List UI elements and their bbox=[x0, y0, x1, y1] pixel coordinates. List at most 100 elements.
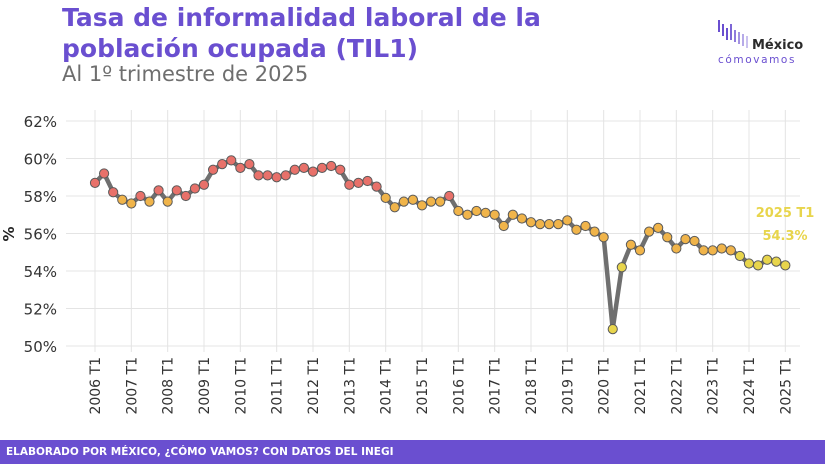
data-point bbox=[280, 170, 291, 181]
logo-bars-icon bbox=[718, 20, 748, 48]
data-point bbox=[89, 177, 101, 188]
data-point bbox=[653, 222, 664, 233]
data-point bbox=[398, 196, 409, 207]
x-tick-label: 2024 T1 bbox=[742, 357, 758, 415]
chart-title: Tasa de informalidad laboral de la pobla… bbox=[62, 3, 541, 63]
data-point bbox=[271, 172, 282, 183]
data-point bbox=[126, 198, 137, 209]
data-point bbox=[707, 245, 718, 256]
data-point bbox=[198, 179, 210, 190]
data-point bbox=[498, 220, 509, 232]
data-point bbox=[217, 159, 228, 170]
data-point bbox=[380, 192, 391, 203]
data-point bbox=[189, 183, 201, 194]
data-point bbox=[643, 226, 655, 237]
data-point bbox=[289, 164, 300, 175]
data-point bbox=[117, 194, 128, 205]
mexico-como-vamos-logo: México cómovamos bbox=[716, 18, 816, 70]
data-point bbox=[607, 324, 618, 335]
data-point bbox=[226, 155, 237, 166]
x-tick-label: 2006 T1 bbox=[88, 357, 104, 415]
data-point bbox=[780, 260, 791, 271]
y-axis-label: % bbox=[0, 226, 18, 241]
data-point bbox=[253, 170, 264, 181]
y-tick-label: 54% bbox=[24, 263, 57, 281]
x-tick-label: 2013 T1 bbox=[342, 357, 358, 415]
x-tick-label: 2015 T1 bbox=[415, 357, 431, 415]
y-tick-label: 58% bbox=[24, 188, 57, 206]
data-point bbox=[544, 219, 555, 230]
data-point bbox=[771, 256, 782, 267]
data-point bbox=[671, 243, 682, 254]
x-tick-label: 2014 T1 bbox=[379, 357, 395, 415]
data-point bbox=[108, 187, 119, 198]
data-point bbox=[507, 209, 518, 220]
data-point bbox=[407, 194, 419, 205]
data-point bbox=[425, 196, 437, 207]
x-tick-label: 2007 T1 bbox=[124, 357, 140, 415]
chart-grid bbox=[66, 110, 800, 352]
data-point bbox=[634, 245, 646, 256]
x-tick-label: 2022 T1 bbox=[669, 357, 685, 415]
data-point bbox=[416, 200, 428, 211]
logo-tagline: cómovamos bbox=[718, 54, 797, 66]
data-point bbox=[689, 235, 700, 247]
x-tick-label: 2023 T1 bbox=[706, 357, 722, 415]
x-tick-label: 2010 T1 bbox=[233, 357, 249, 415]
data-point bbox=[662, 232, 673, 243]
x-tick-label: 2018 T1 bbox=[524, 357, 540, 415]
data-point bbox=[598, 232, 609, 243]
data-point bbox=[171, 185, 182, 196]
chart-subtitle: Al 1º trimestre de 2025 bbox=[62, 62, 309, 86]
data-point bbox=[489, 209, 500, 220]
data-point bbox=[562, 215, 573, 226]
data-point bbox=[762, 254, 773, 265]
data-point bbox=[153, 185, 164, 196]
data-point bbox=[580, 220, 591, 232]
data-point bbox=[180, 190, 191, 202]
logo-name: México bbox=[752, 38, 804, 53]
data-point bbox=[207, 164, 219, 175]
data-series bbox=[89, 155, 791, 335]
data-point bbox=[453, 205, 464, 217]
data-point bbox=[625, 239, 637, 250]
data-point bbox=[326, 160, 337, 172]
x-axis-ticks: 2006 T1 2007 T1 2008 T1 2009 T1 2010 T1 2011 … bbox=[88, 357, 794, 415]
data-point bbox=[353, 177, 364, 188]
data-point bbox=[335, 164, 346, 175]
data-point bbox=[680, 234, 691, 245]
data-point bbox=[525, 217, 537, 228]
data-point bbox=[262, 170, 273, 181]
x-tick-label: 2009 T1 bbox=[197, 357, 213, 415]
y-tick-label: 62% bbox=[24, 113, 57, 131]
data-point bbox=[571, 224, 582, 235]
line-chart: 50% 52% 54% 56% 58% 60% 62% 2006 T1 2007 T1 2008… bbox=[0, 110, 815, 415]
data-point bbox=[298, 162, 310, 173]
y-tick-label: 52% bbox=[24, 301, 57, 319]
data-point bbox=[316, 162, 328, 173]
data-point bbox=[743, 258, 755, 269]
data-point bbox=[244, 159, 255, 170]
x-tick-label: 2020 T1 bbox=[597, 357, 613, 415]
data-point bbox=[389, 202, 400, 213]
data-point bbox=[471, 205, 482, 217]
data-point bbox=[716, 243, 727, 254]
data-point bbox=[752, 260, 764, 271]
x-tick-label: 2016 T1 bbox=[451, 357, 467, 415]
data-point bbox=[480, 207, 491, 218]
data-point bbox=[307, 166, 319, 177]
x-tick-label: 2011 T1 bbox=[270, 357, 286, 415]
annotation-label: 2025 T1 bbox=[756, 206, 815, 221]
data-point bbox=[516, 213, 528, 224]
data-point bbox=[616, 262, 627, 273]
data-point bbox=[144, 196, 155, 207]
data-point bbox=[553, 219, 564, 230]
data-point bbox=[371, 181, 382, 192]
data-point bbox=[462, 209, 473, 220]
data-point bbox=[589, 226, 600, 237]
data-point bbox=[435, 196, 446, 207]
data-point bbox=[98, 168, 110, 179]
annotation-value: 54.3% bbox=[762, 229, 807, 244]
x-tick-label: 2021 T1 bbox=[633, 357, 649, 415]
footer-bar: ELABORADO POR MÉXICO, ¿CÓMO VAMOS? CON D… bbox=[0, 440, 825, 464]
